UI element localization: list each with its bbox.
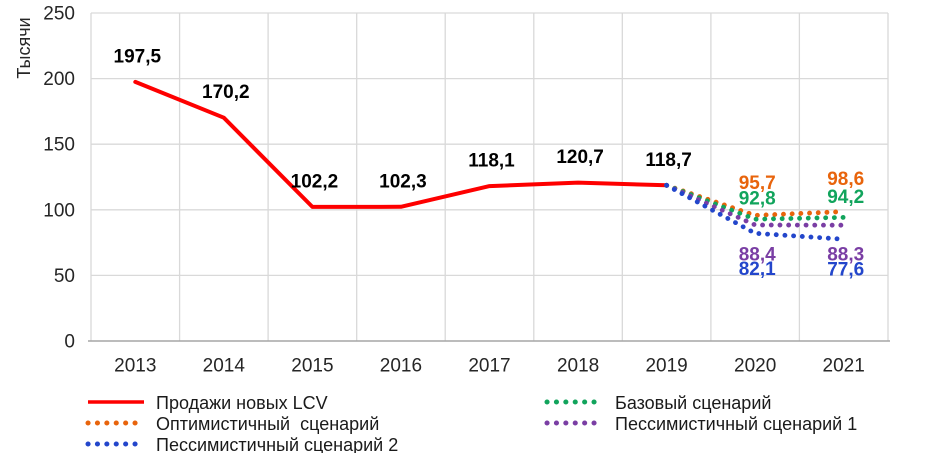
x-tick-label-2017: 2017: [468, 356, 510, 377]
legend: Продажи новых LCV Базовый сценарий Оптимис…: [85, 393, 857, 453]
legend-item-pessimistic-scenario-2: Пессимистичный сценарий 2: [85, 435, 398, 453]
legend-label-optimistic-scenario: Оптимистичный сценарий: [156, 414, 379, 434]
series-line-sales-new-lcv: [133, 79, 669, 209]
data-label-optimistic-scenario-2021: 98,6: [827, 169, 864, 190]
data-label-pessimistic-scenario-1-2020: 88,4: [739, 245, 776, 266]
x-tick-label-2013: 2013: [114, 356, 156, 377]
data-label-optimistic-scenario-2020: 95,7: [739, 173, 776, 194]
series-line-pessimistic-scenario-2: [664, 182, 847, 242]
data-label-pessimistic-scenario-2-2020: 82,1: [739, 259, 776, 280]
data-label-base-scenario-2020: 92,8: [739, 189, 776, 210]
y-tick-label: 0: [64, 332, 75, 353]
series-line-pessimistic-scenario-1: [664, 182, 847, 228]
data-label-pessimistic-scenario-2-2021: 77,6: [827, 260, 864, 281]
legend-item-sales-new-lcv: Продажи новых LCV: [88, 393, 328, 413]
data-label-sales-new-lcv-2014: 170,2: [202, 82, 250, 103]
legend-item-optimistic-scenario: Оптимистичный сценарий: [85, 414, 379, 434]
y-tick-label: 50: [54, 266, 75, 287]
data-label-sales-new-lcv-2017: 118,1: [468, 151, 515, 172]
legend-label-pessimistic-scenario-2: Пессимистичный сценарий 2: [156, 435, 398, 453]
series-line-base-scenario: [664, 182, 847, 222]
legend-label-sales-new-lcv: Продажи новых LCV: [156, 393, 328, 413]
data-label-sales-new-lcv-2019: 118,7: [645, 150, 692, 171]
x-tick-label-2015: 2015: [291, 356, 333, 377]
legend-item-pessimistic-scenario-1: Пессимистичный сценарий 1: [544, 414, 857, 434]
legend-label-pessimistic-scenario-1: Пессимистичный сценарий 1: [615, 414, 857, 434]
x-tick-label-2021: 2021: [823, 356, 865, 377]
x-tick-label-2020: 2020: [734, 356, 776, 377]
x-tick-label-2016: 2016: [380, 356, 422, 377]
y-tick-label: 100: [43, 200, 75, 221]
data-label-sales-new-lcv-2015: 102,2: [291, 171, 339, 192]
series-line-optimistic-scenario: [664, 182, 847, 218]
x-tick-label-2014: 2014: [203, 356, 246, 377]
y-tick-label: 150: [43, 135, 75, 156]
y-axis-title: Тысячи: [14, 17, 34, 78]
y-axis-tick-labels: 0 50 100 150 200 250: [43, 4, 75, 353]
gridlines: [90, 12, 889, 341]
y-tick-label: 200: [43, 69, 75, 90]
data-label-sales-new-lcv-2013: 197,5: [114, 46, 162, 67]
y-tick-label: 250: [43, 4, 75, 25]
legend-label-base-scenario: Базовый сценарий: [615, 393, 771, 413]
x-tick-label-2018: 2018: [557, 356, 599, 377]
data-label-sales-new-lcv-2016: 102,3: [379, 171, 427, 192]
data-label-sales-new-lcv-2018: 120,7: [556, 147, 604, 168]
x-axis-tick-labels: 2013 2014 2015 2016 2017 2018 2019 2020 2021: [114, 356, 865, 377]
legend-item-base-scenario: Базовый сценарий: [544, 393, 771, 413]
data-label-pessimistic-scenario-1-2021: 88,3: [827, 245, 864, 266]
x-tick-label-2019: 2019: [645, 356, 687, 377]
data-label-base-scenario-2021: 94,2: [827, 187, 864, 208]
series-lines: [133, 79, 847, 242]
